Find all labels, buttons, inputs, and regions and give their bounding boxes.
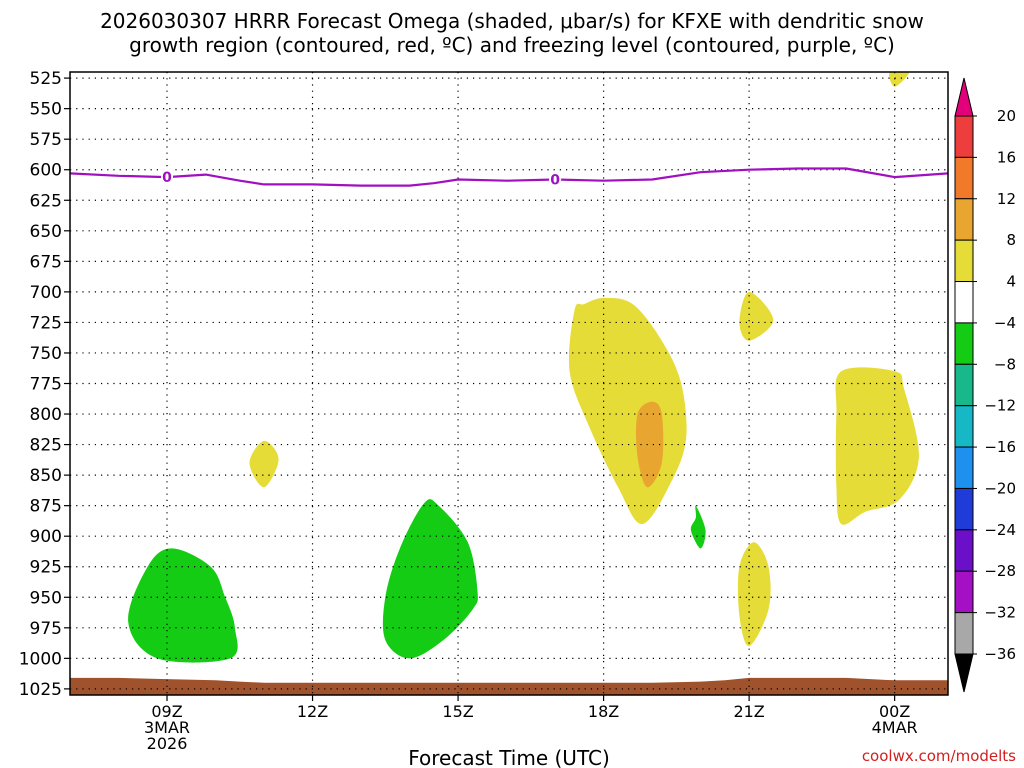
colorbar-label-9: −20: [984, 479, 1016, 497]
colorbar-label-11: −28: [984, 562, 1016, 580]
colorbar-box-1: [954, 156, 974, 200]
y-tick-label-750: 750: [30, 344, 62, 364]
colorbar-label-7: −12: [984, 397, 1016, 415]
x-tick-label-9-2: 2026: [147, 734, 188, 753]
y-tick-label-1025: 1025: [19, 680, 62, 700]
colorbar-label-4: 4: [1006, 273, 1016, 291]
colorbar-box-12: [954, 612, 974, 655]
downward-motion-1900z: [568, 297, 687, 525]
watermark: coolwx.com/modelts: [862, 747, 1016, 765]
y-tick-label-800: 800: [30, 405, 62, 425]
colorbar-label-1: 16: [997, 148, 1016, 166]
colorbar-box-2: [954, 198, 974, 241]
y-tick-label-725: 725: [30, 313, 62, 333]
y-tick-label-850: 850: [30, 466, 62, 486]
colorbar-label-3: 8: [1006, 231, 1016, 249]
y-tick-label-550: 550: [30, 100, 62, 120]
y-axis: 525 550 575 600 625 650 675 700 725 750 775 800 825 8…: [19, 69, 70, 700]
ground-fill: [70, 677, 948, 695]
x-tick-label-15-0: 15Z: [442, 702, 473, 721]
downward-motion-2100z-b: [737, 542, 771, 647]
freezing-label-bg-1: [549, 171, 562, 188]
y-tick-label-950: 950: [30, 588, 62, 608]
downward-motion-1100z: [249, 440, 279, 488]
y-tick-label-625: 625: [30, 191, 62, 211]
y-tick-label-575: 575: [30, 130, 62, 150]
freezing-level-line: [69, 167, 949, 187]
colorbar-box-4: [954, 281, 974, 324]
downward-motion-2100z-a: [739, 291, 774, 341]
y-tick-label-925: 925: [30, 558, 62, 578]
freezing-label-1: 0: [550, 172, 560, 188]
y-tick-label-825: 825: [30, 436, 62, 456]
y-tick-label-775: 775: [30, 375, 62, 395]
freezing-label-0: 0: [162, 170, 172, 186]
colorbar-bottom-arrow: [954, 653, 974, 693]
downward-motion-2330z: [835, 367, 919, 525]
y-tick-label-525: 525: [30, 69, 62, 89]
colorbar-label-6: −8: [994, 355, 1016, 373]
colorbar-box-10: [954, 529, 974, 572]
x-tick-label-24-0: 00Z: [879, 702, 910, 721]
freezing-label-bg-0: [161, 169, 174, 186]
colorbar-box-6: [954, 363, 974, 407]
colorbar-label-5: −4: [994, 314, 1016, 332]
x-axis-label: Forecast Time (UTC): [408, 746, 610, 768]
colorbar-box-5: [954, 322, 974, 365]
colorbar-label-13: −36: [984, 645, 1016, 663]
title-line-1: 2026030307 HRRR Forecast Omega (shaded, …: [100, 9, 924, 33]
y-tick-label-650: 650: [30, 222, 62, 242]
upward-motion-2000z: [690, 505, 706, 549]
y-tick-label-675: 675: [30, 252, 62, 272]
colorbar-box-7: [954, 405, 974, 448]
colorbar-label-8: −16: [984, 438, 1016, 456]
y-tick-label-700: 700: [30, 283, 62, 303]
x-tick-label-9-1: 3MAR: [144, 718, 190, 737]
colorbar-legend: 20 16 12 8 4 −4 −8 −12 −16 −20 −24 −28 −32 −36: [954, 77, 1016, 693]
y-tick-label-1000: 1000: [19, 649, 62, 669]
upward-motion-1400z: [382, 499, 478, 659]
colorbar-label-2: 12: [997, 190, 1016, 208]
ground-surface: [70, 677, 948, 695]
colorbar-top-arrow: [954, 77, 974, 117]
y-tick-label-975: 975: [30, 619, 62, 639]
grid-lines: [70, 72, 948, 695]
title-line-2: growth region (contoured, red, ºC) and f…: [129, 33, 895, 57]
y-tick-label-875: 875: [30, 497, 62, 517]
downward-motion-1900z-core: [635, 401, 664, 488]
colorbar-label-0: 20: [997, 107, 1016, 125]
colorbar-box-8: [954, 446, 974, 489]
colorbar-label-12: −32: [984, 604, 1016, 622]
omega-shading: [128, 72, 919, 663]
y-tick-label-900: 900: [30, 527, 62, 547]
x-tick-label-24-1: 4MAR: [872, 718, 918, 737]
chart-title: 2026030307 HRRR Forecast Omega (shaded, …: [100, 9, 924, 57]
colorbar-box-9: [954, 487, 974, 531]
x-tick-label-18-0: 18Z: [588, 702, 619, 721]
upward-motion-0900z: [128, 548, 238, 663]
colorbar-box-0: [954, 115, 974, 158]
x-tick-label-9-0: 09Z: [151, 702, 182, 721]
x-tick-label-12-0: 12Z: [297, 702, 328, 721]
y-tick-label-600: 600: [30, 161, 62, 181]
downward-motion-0000z-top: [889, 72, 910, 87]
colorbar-label-10: −24: [984, 521, 1016, 539]
x-tick-label-21-0: 21Z: [733, 702, 764, 721]
colorbar-box-3: [954, 239, 974, 283]
colorbar-box-11: [954, 570, 974, 614]
